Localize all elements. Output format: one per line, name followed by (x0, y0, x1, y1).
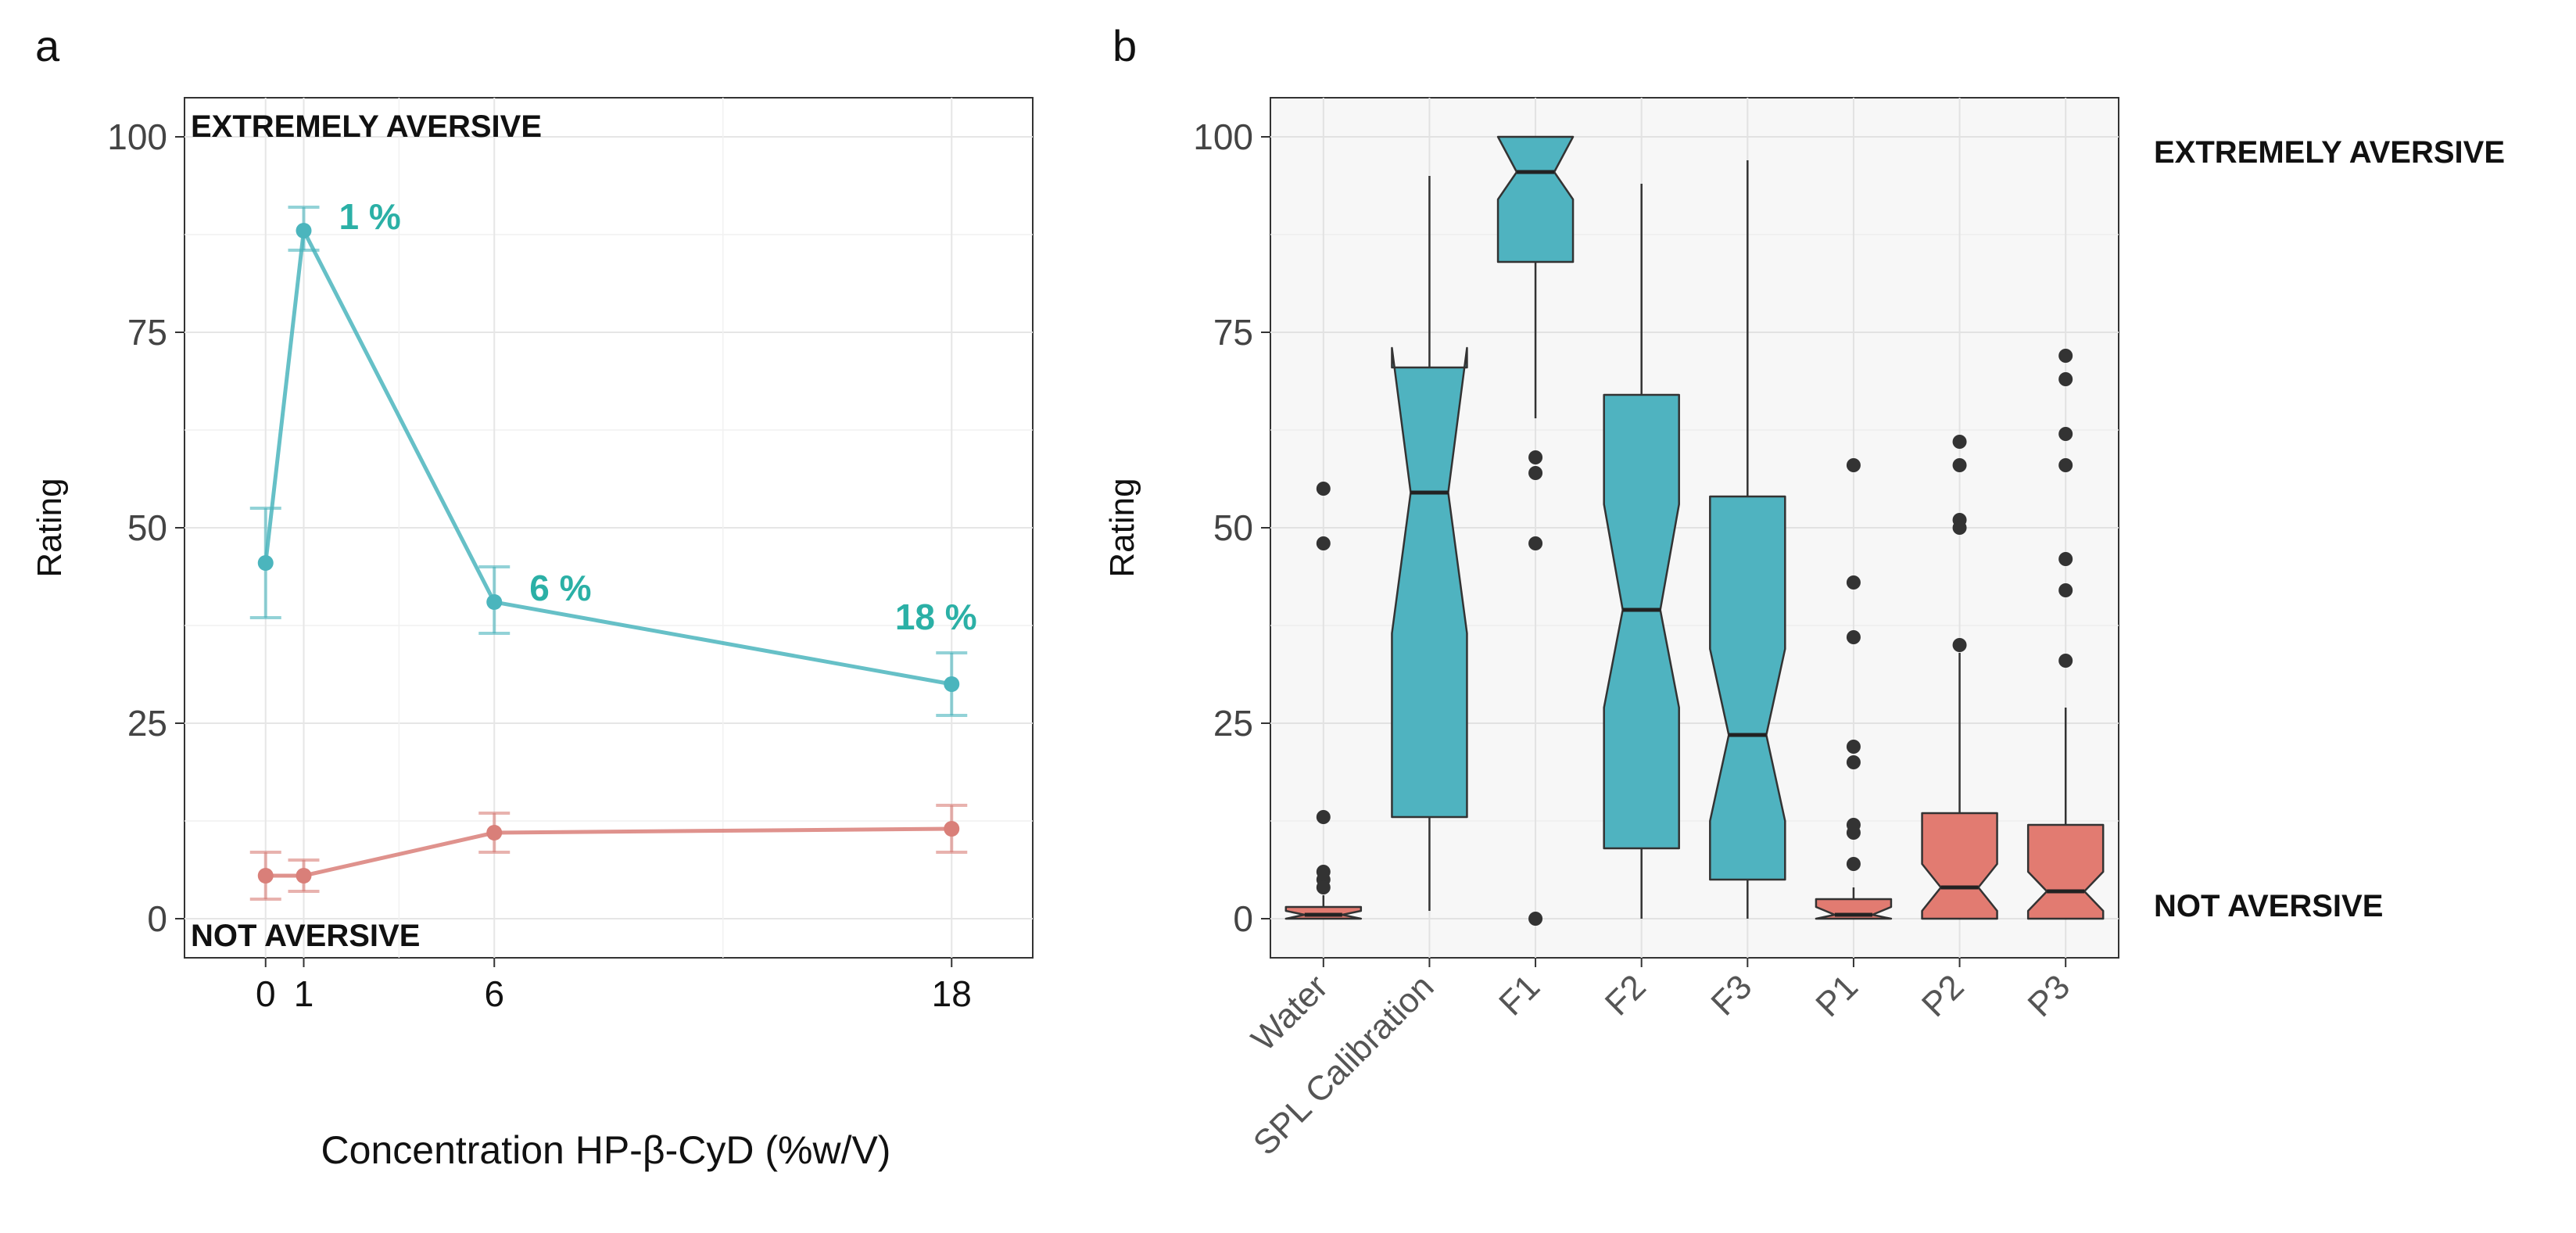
y-tick-label: 0 (147, 898, 167, 939)
x-tick-label: F2 (1598, 967, 1653, 1023)
x-tick-label: F3 (1704, 967, 1759, 1023)
outlier-point (2058, 654, 2073, 668)
outlier-point (1528, 536, 1543, 550)
panel-a-label: a (35, 21, 60, 70)
panel-a-top-annotation: EXTREMELY AVERSIVE (191, 109, 542, 144)
outlier-point (1846, 740, 1861, 754)
outlier-point (2058, 458, 2073, 472)
x-tick-label: 6 (484, 973, 504, 1014)
panel-a-x-ticks: 0 1 6 18 (256, 958, 972, 1014)
series-line (263, 224, 952, 686)
y-tick-label: 100 (107, 116, 167, 157)
y-tick-label: 0 (1233, 898, 1253, 939)
x-tick-label: P2 (1915, 967, 1972, 1024)
outlier-point (1846, 857, 1861, 871)
y-tick-label: 50 (127, 507, 167, 548)
data-point (296, 868, 312, 884)
panel-a-series: 1 % 6 % 18 % (249, 196, 977, 901)
outlier-point (1528, 466, 1543, 480)
box-body (1921, 812, 1998, 920)
data-point (944, 821, 960, 837)
outlier-point (1846, 826, 1861, 840)
panel-b-bottom-annotation: NOT AVERSIVE (2154, 889, 2383, 923)
outlier-point (2058, 583, 2073, 597)
outlier-point (2058, 552, 2073, 566)
outlier-point (1316, 880, 1331, 894)
data-point (257, 555, 274, 571)
x-tick-label: 0 (256, 973, 276, 1014)
y-tick-label: 25 (127, 703, 167, 744)
data-point (296, 223, 312, 238)
outlier-point (1316, 482, 1331, 496)
panel-b-boxes (1284, 135, 2105, 926)
outlier-point (2058, 427, 2073, 441)
outlier-point (1846, 575, 1861, 590)
point-label: 6 % (529, 568, 591, 608)
y-tick-label: 25 (1213, 703, 1253, 744)
x-tick-label: 18 (932, 973, 972, 1014)
x-tick-label: F1 (1492, 967, 1547, 1023)
panel-b-top-annotation: EXTREMELY AVERSIVE (2154, 135, 2505, 170)
panel-b-y-label: Rating (1103, 478, 1141, 577)
point-label: 1 % (339, 196, 401, 237)
point-label: 18 % (895, 597, 977, 637)
y-tick-label: 100 (1193, 116, 1253, 157)
outlier-point (1846, 755, 1861, 769)
outlier-point (1952, 458, 1967, 472)
panel-a-y-label: Rating (30, 478, 69, 577)
y-tick-label: 75 (1213, 312, 1253, 353)
data-point (257, 868, 274, 884)
data-point (486, 594, 503, 610)
box-body (2026, 823, 2105, 920)
panel-a-x-label: Concentration HP-β-CyD (%w/V) (321, 1128, 891, 1172)
box-body (1603, 393, 1680, 850)
box-body (1391, 346, 1468, 819)
x-tick-label: P3 (2021, 967, 2078, 1024)
outlier-point (1846, 458, 1861, 472)
y-tick-label: 75 (127, 312, 167, 353)
outlier-point (1952, 521, 1967, 535)
outlier-point (1316, 810, 1331, 824)
outlier-point (1846, 630, 1861, 644)
box-body (1496, 135, 1575, 263)
panel-b-y-ticks: 0 25 50 75 100 (1193, 116, 1270, 939)
series-line (265, 826, 952, 878)
outlier-point (2058, 349, 2073, 363)
panel-b-label: b (1112, 21, 1137, 70)
x-tick-label: P1 (1808, 967, 1865, 1024)
x-tick-label: SPL Calibration (1246, 967, 1442, 1163)
x-tick-label: 1 (294, 973, 314, 1014)
x-tick-label: Water (1244, 967, 1335, 1058)
panel-a-bottom-annotation: NOT AVERSIVE (191, 919, 420, 953)
data-point (486, 825, 503, 841)
outlier-point (1528, 450, 1543, 464)
outlier-point (1952, 435, 1967, 449)
y-tick-label: 50 (1213, 507, 1253, 548)
data-point (944, 676, 960, 692)
outlier-point (1528, 912, 1543, 926)
outlier-point (1952, 638, 1967, 652)
box-body (1709, 495, 1786, 881)
outlier-point (2058, 372, 2073, 386)
outlier-point (1316, 536, 1331, 550)
panel-a-y-ticks: 0 25 50 75 100 (107, 116, 185, 939)
